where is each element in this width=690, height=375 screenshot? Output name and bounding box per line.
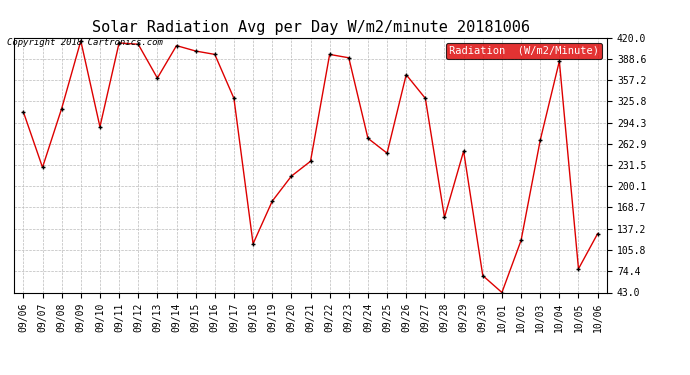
Point <box>209 51 220 57</box>
Point <box>458 148 469 154</box>
Point <box>190 48 201 54</box>
Point <box>515 237 526 243</box>
Point <box>343 55 354 61</box>
Point <box>382 150 393 156</box>
Point <box>56 105 67 111</box>
Point <box>132 41 144 47</box>
Point <box>420 95 431 101</box>
Point <box>554 58 565 64</box>
Point <box>171 43 182 49</box>
Point <box>592 231 603 237</box>
Point <box>401 72 412 78</box>
Point <box>152 75 163 81</box>
Point <box>75 38 86 44</box>
Point <box>267 198 278 204</box>
Point <box>305 158 316 164</box>
Point <box>477 273 489 279</box>
Legend: Radiation  (W/m2/Minute): Radiation (W/m2/Minute) <box>446 43 602 59</box>
Point <box>535 137 546 143</box>
Point <box>95 124 106 130</box>
Point <box>114 40 125 46</box>
Point <box>324 51 335 57</box>
Point <box>439 214 450 220</box>
Point <box>286 173 297 179</box>
Point <box>228 95 239 101</box>
Title: Solar Radiation Avg per Day W/m2/minute 20181006: Solar Radiation Avg per Day W/m2/minute … <box>92 20 529 35</box>
Point <box>18 109 29 115</box>
Point <box>362 135 373 141</box>
Point <box>496 290 507 296</box>
Point <box>248 241 259 247</box>
Point <box>573 266 584 272</box>
Text: Copyright 2018 Cartronics.com: Copyright 2018 Cartronics.com <box>7 38 163 47</box>
Point <box>37 164 48 170</box>
